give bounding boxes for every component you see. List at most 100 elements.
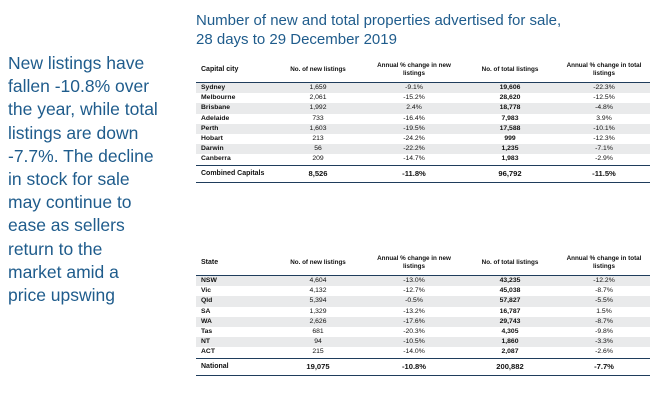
capital-city-table: Capital city No. of new listings Annual … (196, 58, 650, 183)
total-listings: 1,983 (462, 154, 558, 166)
annual-change-total: -3.3% (558, 337, 650, 348)
table-row: Perth 1,603 -19.5% 17,588 -10.1% (196, 123, 650, 135)
annual-change-new: -13.2% (366, 306, 462, 317)
total-listings: 18,778 (462, 103, 558, 114)
row-label: Qld (196, 296, 270, 307)
table-row: Darwin 56 -22.2% 1,235 -7.1% (196, 144, 650, 155)
new-listings: 4,604 (270, 275, 366, 287)
row-label: NT (196, 337, 270, 348)
annual-change-new: -12.7% (366, 286, 462, 297)
row-label: Canberra (196, 154, 270, 166)
table-row: Brisbane 1,992 2.4% 18,778 -4.8% (196, 103, 650, 114)
row-label: Perth (196, 123, 270, 135)
table-row: NT 94 -10.5% 1,860 -3.3% (196, 337, 650, 348)
header-total-listings: No. of total listings (462, 58, 558, 83)
table-row: Qld 5,394 -0.5% 57,827 -5.5% (196, 296, 650, 307)
header-state: State (196, 251, 270, 276)
new-listings: 2,061 (270, 93, 366, 104)
header-annual-change-total: Annual % change in total listings (558, 251, 650, 276)
row-label: Melbourne (196, 93, 270, 104)
annual-change-total: -12.3% (558, 134, 650, 145)
annual-change-new: -13.0% (366, 275, 462, 287)
annual-change-new: -20.3% (366, 327, 462, 338)
state-rows: NSW 4,604 -13.0% 43,235 -12.2% Vic 4,132 -12.7%… (196, 275, 650, 359)
table-row: WA 2,626 -17.6% 29,743 -8.7% (196, 316, 650, 328)
total-total-listings: 200,882 (462, 357, 558, 376)
page-title: Number of new and total properties adver… (196, 12, 656, 49)
annual-change-new: -15.2% (366, 93, 462, 104)
table-row: NSW 4,604 -13.0% 43,235 -12.2% (196, 275, 650, 287)
total-listings: 4,305 (462, 327, 558, 338)
title-line-2: 28 days to 29 December 2019 (196, 30, 397, 48)
new-listings: 209 (270, 154, 366, 166)
new-listings: 2,626 (270, 316, 366, 328)
summary-text: New listings have fallen -10.8% over the… (8, 53, 158, 306)
total-total-listings: 96,792 (462, 164, 558, 183)
row-label: NSW (196, 275, 270, 287)
annual-change-total: -4.8% (558, 103, 650, 114)
total-listings: 17,588 (462, 123, 558, 135)
header-annual-change-total: Annual % change in total listings (558, 58, 650, 83)
annual-change-total: 1.5% (558, 306, 650, 317)
header-annual-change-new: Annual % change in new listings (366, 58, 462, 83)
annual-change-new: -17.6% (366, 316, 462, 328)
annual-change-new: -0.5% (366, 296, 462, 307)
annual-change-total: -12.5% (558, 93, 650, 104)
total-listings: 2,087 (462, 347, 558, 359)
table-row: Tas 681 -20.3% 4,305 -9.8% (196, 327, 650, 338)
annual-change-new: 2.4% (366, 103, 462, 114)
new-listings: 1,603 (270, 123, 366, 135)
annual-change-new: -22.2% (366, 144, 462, 155)
new-listings: 213 (270, 134, 366, 145)
total-listings: 29,743 (462, 316, 558, 328)
total-annual-change-new: -10.8% (366, 357, 462, 376)
annual-change-new: -19.5% (366, 123, 462, 135)
table-row: SA 1,329 -13.2% 16,787 1.5% (196, 306, 650, 317)
table-row: Vic 4,132 -12.7% 45,038 -8.7% (196, 286, 650, 297)
annual-change-new: -9.1% (366, 82, 462, 94)
total-listings: 45,038 (462, 286, 558, 297)
annual-change-new: -16.4% (366, 113, 462, 124)
row-label: Sydney (196, 82, 270, 94)
state-table: State No. of new listings Annual % chang… (196, 251, 650, 376)
total-new-listings: 19,075 (270, 357, 366, 376)
table-header-row: State No. of new listings Annual % chang… (196, 251, 650, 276)
total-listings: 1,860 (462, 337, 558, 348)
header-annual-change-new: Annual % change in new listings (366, 251, 462, 276)
new-listings: 1,329 (270, 306, 366, 317)
table-row: ACT 215 -14.0% 2,087 -2.6% (196, 347, 650, 359)
new-listings: 4,132 (270, 286, 366, 297)
annual-change-total: -22.3% (558, 82, 650, 94)
total-annual-change-new: -11.8% (366, 164, 462, 183)
annual-change-total: -9.8% (558, 327, 650, 338)
header-new-listings: No. of new listings (270, 251, 366, 276)
annual-change-total: -8.7% (558, 286, 650, 297)
header-capital-city: Capital city (196, 58, 270, 83)
row-label: Tas (196, 327, 270, 338)
row-label: Brisbane (196, 103, 270, 114)
table-total-row: Combined Capitals 8,526 -11.8% 96,792 -1… (196, 164, 650, 183)
new-listings: 5,394 (270, 296, 366, 307)
annual-change-new: -14.0% (366, 347, 462, 359)
annual-change-total: -8.7% (558, 316, 650, 328)
row-label: SA (196, 306, 270, 317)
new-listings: 94 (270, 337, 366, 348)
row-label: Darwin (196, 144, 270, 155)
new-listings: 1,992 (270, 103, 366, 114)
total-listings: 28,620 (462, 93, 558, 104)
capital-city-rows: Sydney 1,659 -9.1% 19,606 -22.3% Melbourne 2,0… (196, 82, 650, 166)
table-row: Sydney 1,659 -9.1% 19,606 -22.3% (196, 82, 650, 94)
annual-change-total: -2.6% (558, 347, 650, 359)
total-listings: 43,235 (462, 275, 558, 287)
annual-change-total: 3.9% (558, 113, 650, 124)
new-listings: 56 (270, 144, 366, 155)
total-listings: 19,606 (462, 82, 558, 94)
header-total-listings: No. of total listings (462, 251, 558, 276)
total-new-listings: 8,526 (270, 164, 366, 183)
table-row: Hobart 213 -24.2% 999 -12.3% (196, 134, 650, 145)
row-label: Vic (196, 286, 270, 297)
title-line-1: Number of new and total properties adver… (196, 12, 562, 29)
new-listings: 681 (270, 327, 366, 338)
total-label: Combined Capitals (196, 164, 270, 183)
total-annual-change-total: -11.5% (558, 164, 650, 183)
